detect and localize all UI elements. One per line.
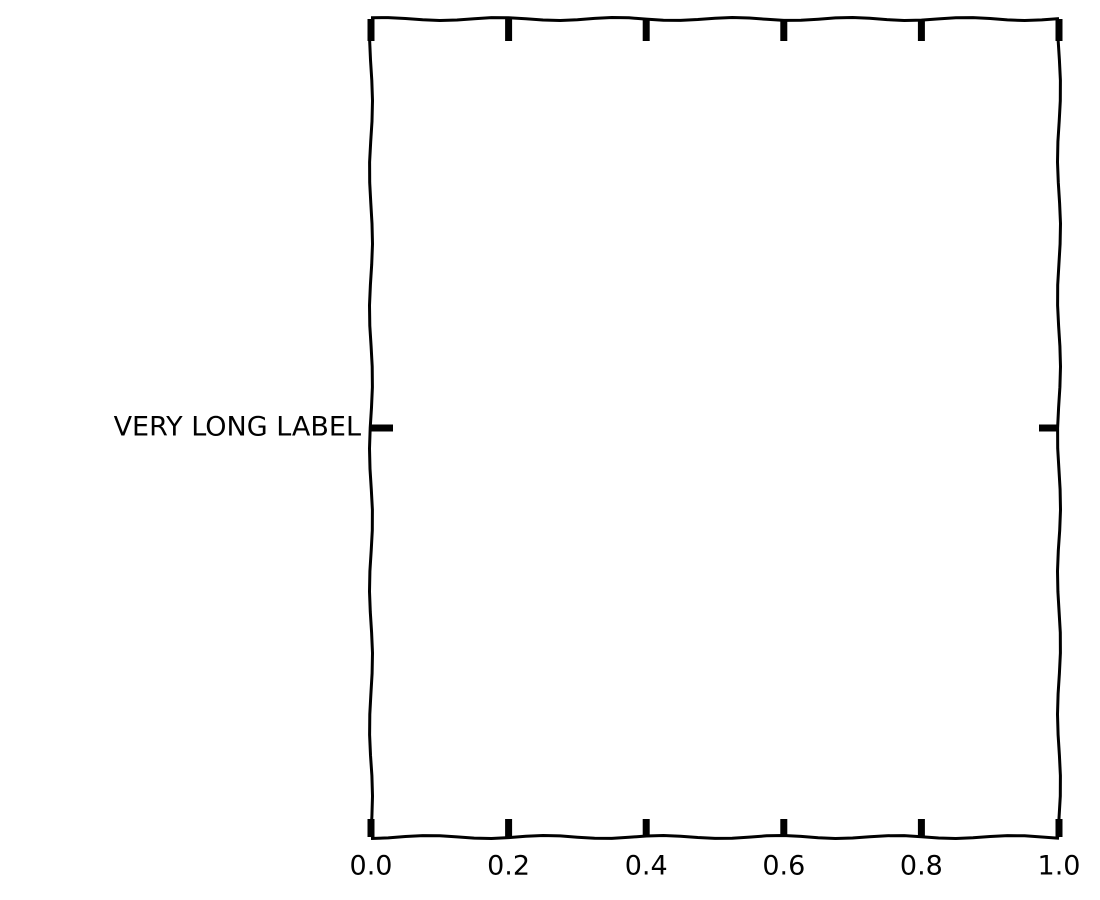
spine [370, 833, 1060, 841]
x-tick-label: 0.0 [350, 851, 393, 882]
y-tick-label: VERY LONG LABEL [114, 412, 361, 443]
spine [367, 18, 375, 838]
x-tick-label: 0.4 [625, 851, 668, 882]
x-tick-label: 0.2 [487, 851, 530, 882]
spine [370, 15, 1060, 23]
x-tick-label: 0.6 [762, 851, 805, 882]
x-tick-label: 0.8 [900, 851, 943, 882]
x-tick-label: 1.0 [1038, 851, 1081, 882]
